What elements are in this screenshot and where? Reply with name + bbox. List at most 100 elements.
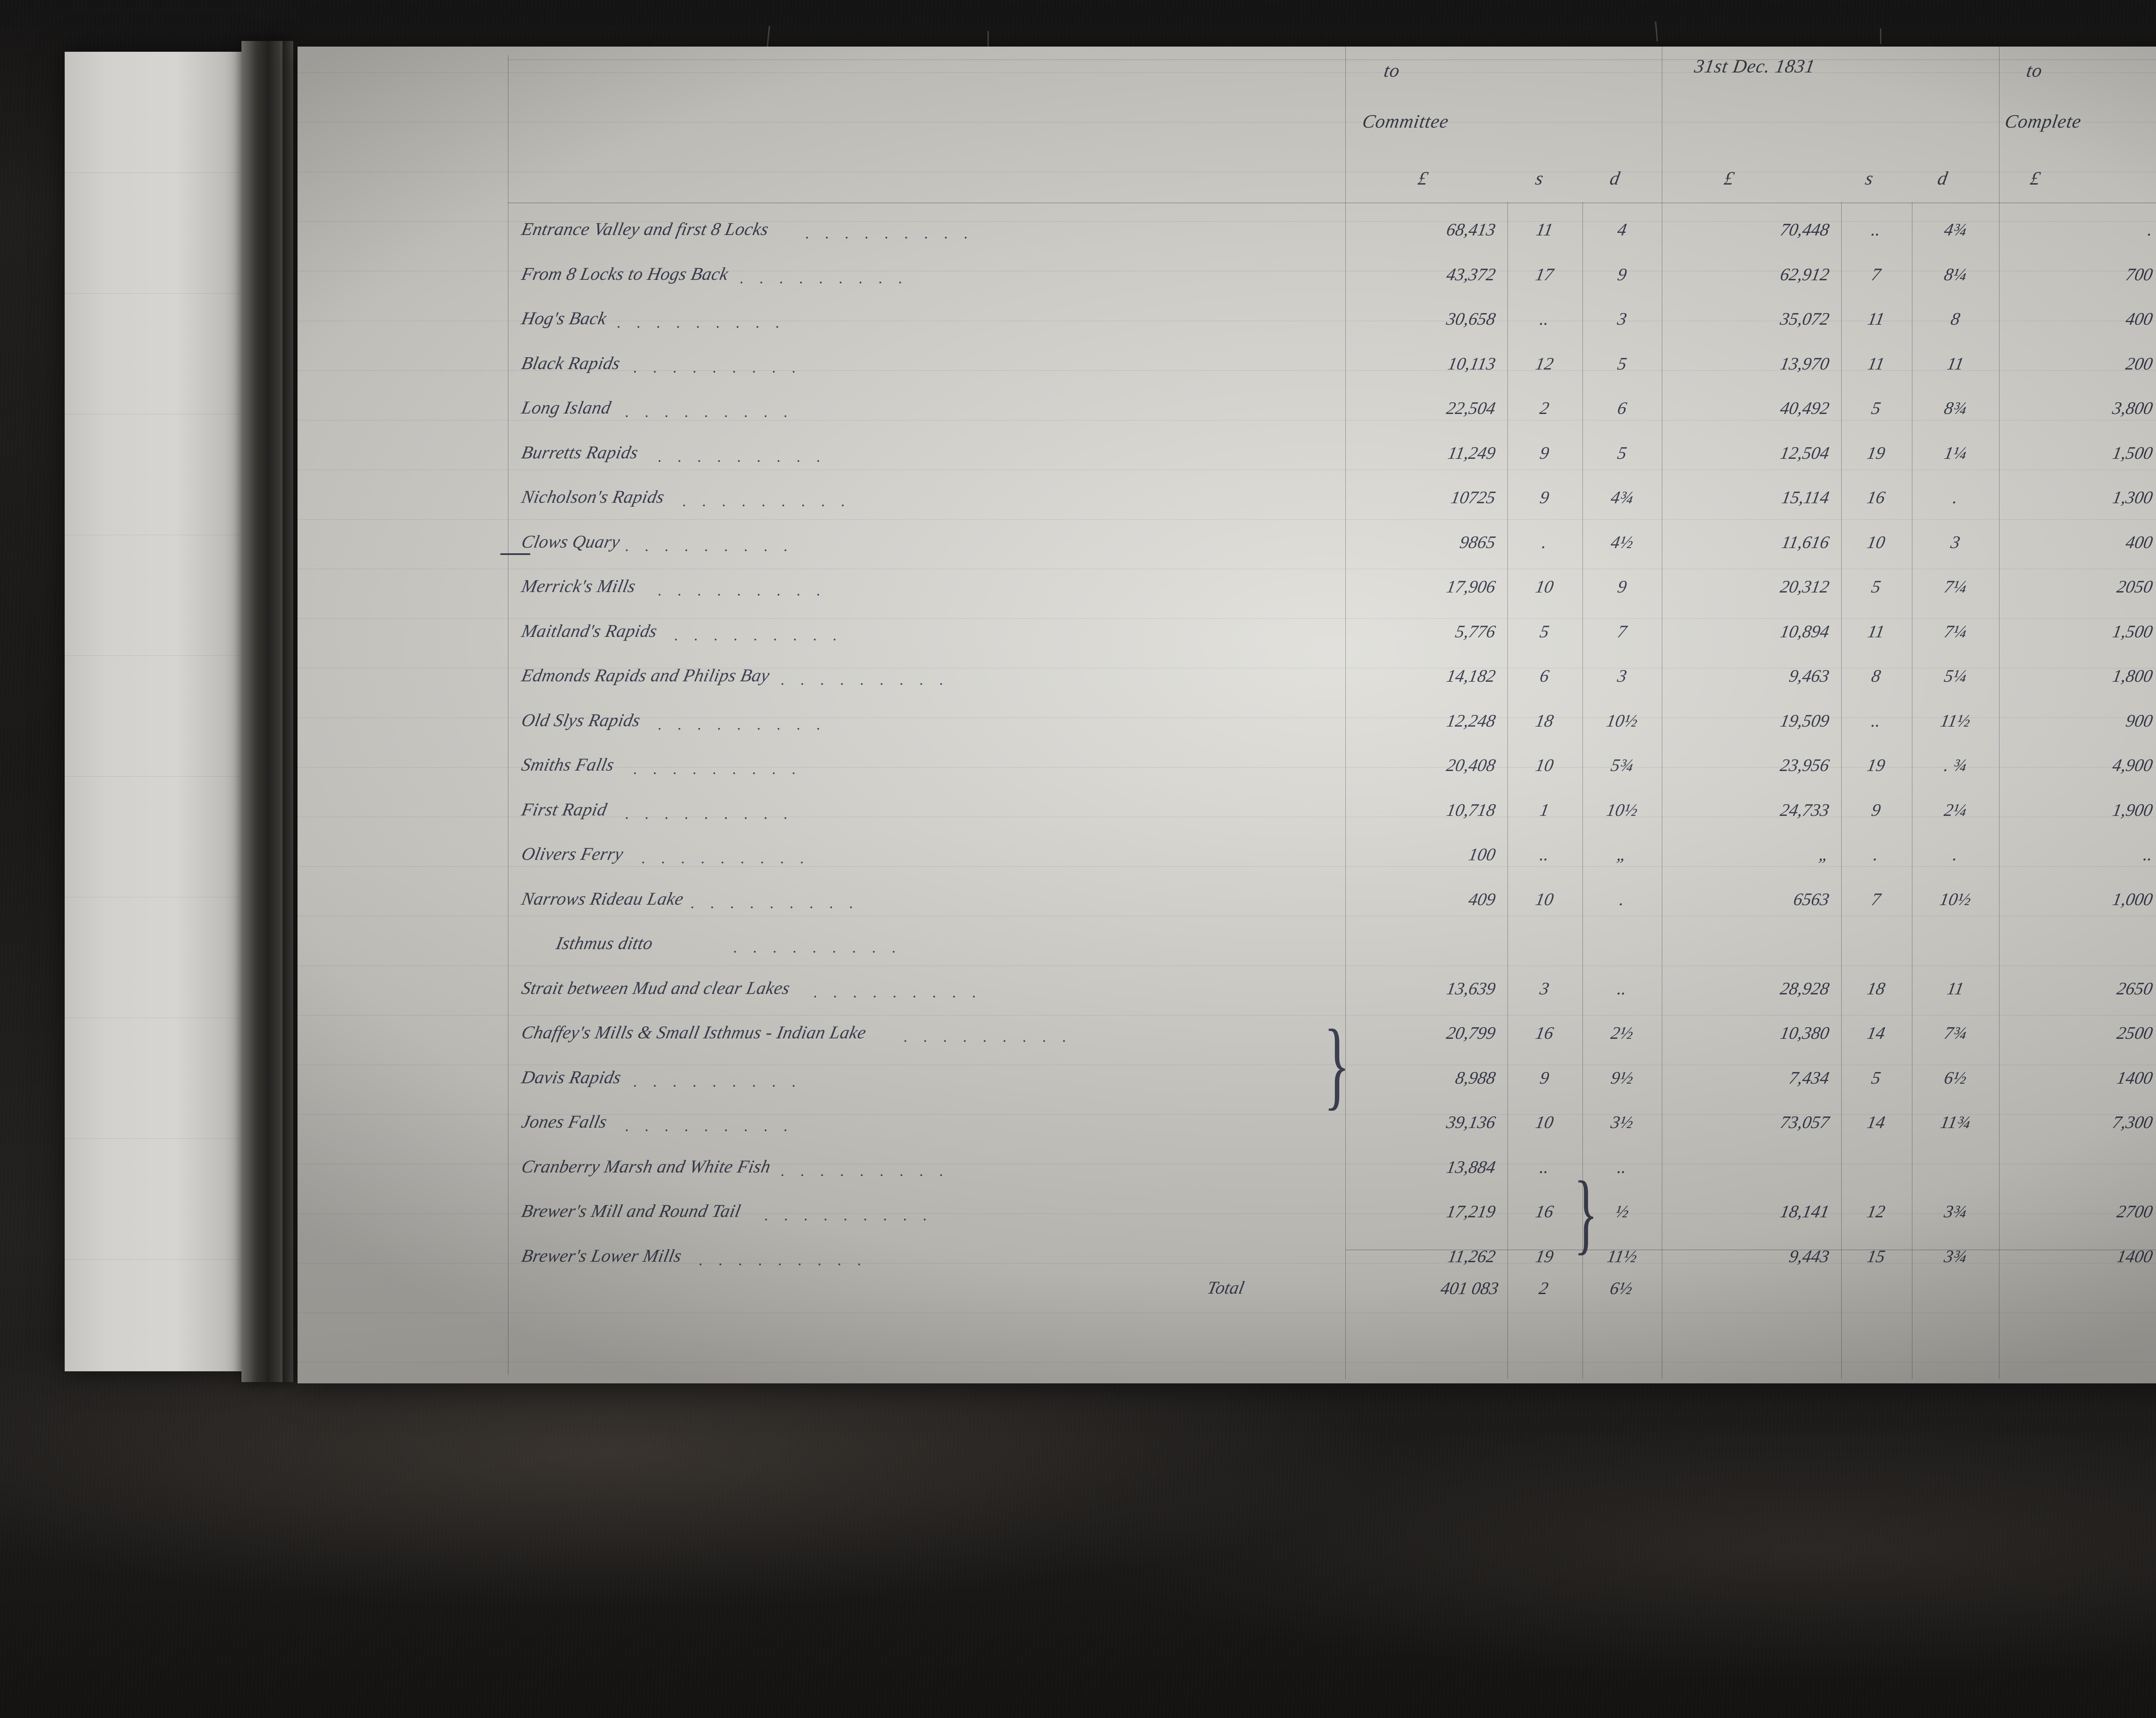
cell-at_date-pounds: 70,448 <box>1779 219 1831 239</box>
dot-leader: . . . . . . . . . <box>764 1207 933 1224</box>
cell-at_date-shillings: 5 <box>1870 1067 1883 1088</box>
cell-complete-pounds: 400 <box>2124 309 2155 329</box>
table-row-label: Strait between Mud and clear Lakes <box>520 978 792 998</box>
cell-committee-pence: 2½ <box>1609 1023 1635 1043</box>
cell-committee-shillings: 6 <box>1538 666 1551 686</box>
cell-at_date-pounds: 10,380 <box>1779 1023 1831 1043</box>
cell-at_date-pounds: 10,894 <box>1779 621 1831 641</box>
dot-leader: . . . . . . . . . <box>690 894 859 912</box>
cell-at_date-pence: 11 <box>1945 978 1966 998</box>
table-row-label: Jones Falls <box>520 1112 609 1132</box>
cell-complete-pounds: 2050 <box>2115 577 2155 596</box>
cell-at_date-pence: 3¾ <box>1943 1201 1968 1221</box>
table-row-label: Isthmus ditto <box>554 934 655 953</box>
unit-header-shillings: s <box>1534 168 1545 189</box>
cell-at_date-shillings: 8 <box>1870 666 1883 686</box>
cell-complete-pounds: 1,900 <box>2111 799 2155 820</box>
cell-committee-pounds: 39,136 <box>1445 1112 1498 1132</box>
cell-committee-shillings: 16 <box>1534 1201 1555 1221</box>
column-group-complete-line2: Complete <box>2003 111 2083 132</box>
cell-committee-pence: 9½ <box>1609 1067 1635 1088</box>
dot-leader: . . . . . . . . . <box>625 403 793 420</box>
cell-at_date-pence: 10½ <box>1938 889 1973 909</box>
cell-committee-pence: „ <box>1615 844 1629 864</box>
cell-committee-shillings: 3 <box>1538 978 1551 998</box>
dot-leader: . . . . . . . . . <box>780 1162 949 1179</box>
cell-committee-pounds: 14,182 <box>1445 666 1498 686</box>
dot-leader: . . . . . . . . . <box>733 939 902 956</box>
cell-complete-pounds: 1,800 <box>2111 666 2155 686</box>
cell-at_date-shillings: 14 <box>1865 1023 1887 1043</box>
cell-at_date-pence: . <box>1951 844 1960 864</box>
cell-at_date-pence: 2¼ <box>1943 799 1968 820</box>
cell-at_date-pounds: 12,504 <box>1779 442 1831 463</box>
cell-at_date-shillings: 15 <box>1865 1246 1887 1266</box>
dot-leader: . . . . . . . . . <box>658 715 826 733</box>
film-scratch <box>987 31 989 48</box>
column-rule-committee <box>1345 47 1346 1379</box>
cell-at_date-pounds: 20,312 <box>1779 577 1831 596</box>
cell-committee-pence: 9 <box>1616 264 1629 284</box>
cell-at_date-pounds: 11,616 <box>1780 532 1831 552</box>
dot-leader: . . . . . . . . . <box>805 225 974 242</box>
cell-complete-pounds: 2650 <box>2115 978 2155 998</box>
cell-committee-pounds: 8,988 <box>1454 1067 1498 1088</box>
cell-at_date-pounds: 24,733 <box>1779 799 1831 820</box>
cell-at_date-pounds: 13,970 <box>1779 353 1831 373</box>
cell-at_date-shillings: 5 <box>1870 577 1883 596</box>
unit-header-pounds: £ <box>1416 168 1430 189</box>
cell-at_date-shillings: 7 <box>1870 264 1883 284</box>
cell-at_date-shillings: 19 <box>1865 755 1887 775</box>
cell-committee-pence: 10½ <box>1605 799 1639 820</box>
cell-at_date-pounds: 62,912 <box>1779 264 1831 284</box>
cell-committee-shillings: 10 <box>1534 755 1555 775</box>
cell-complete-pounds: 2500 <box>2115 1023 2155 1043</box>
table-row-label: Smiths Falls <box>520 755 616 775</box>
cell-committee-shillings: .. <box>1538 1157 1551 1177</box>
cell-at_date-pounds: 40,492 <box>1779 398 1831 418</box>
dot-leader: . . . . . . . . . <box>633 760 802 777</box>
dot-leader: . . . . . . . . . <box>641 850 810 867</box>
cell-complete-pounds: 1,300 <box>2111 487 2155 507</box>
total-committee-pounds: 401 083 <box>1439 1278 1501 1298</box>
cell-committee-shillings: .. <box>1538 844 1551 864</box>
cell-committee-pounds: 11,262 <box>1446 1246 1498 1266</box>
cell-committee-pounds: 10,113 <box>1446 353 1498 373</box>
entry-brace-isthmus: } <box>1324 1009 1350 1119</box>
total-committee-shillings: 2 <box>1537 1278 1550 1298</box>
cell-committee-shillings: 19 <box>1534 1246 1555 1266</box>
cell-committee-pence: 4 <box>1616 219 1629 239</box>
cell-complete-pounds: 700 <box>2124 264 2155 284</box>
cell-complete-pounds: 900 <box>2124 710 2155 730</box>
table-row-label: Chaffey's Mills & Small Isthmus - Indian… <box>520 1023 868 1043</box>
cell-committee-shillings: 1 <box>1538 799 1551 820</box>
cell-at_date-pounds: 6563 <box>1792 889 1831 909</box>
cell-committee-shillings: 10 <box>1534 1112 1555 1132</box>
cell-committee-pence: 5¾ <box>1609 755 1635 775</box>
cell-committee-pounds: 100 <box>1467 844 1498 864</box>
dot-leader: . . . . . . . . . <box>674 626 843 644</box>
dot-leader: . . . . . . . . . <box>699 1251 867 1269</box>
facing-page <box>65 52 250 1371</box>
cell-complete-pounds: 1400 <box>2115 1246 2155 1266</box>
cell-committee-pounds: 20,408 <box>1445 755 1498 775</box>
table-row-label: Olivers Ferry <box>520 844 625 864</box>
cell-complete-pounds: 1,000 <box>2111 889 2155 909</box>
cell-committee-pence: 3 <box>1616 666 1629 686</box>
dot-leader: . . . . . . . . . <box>682 492 851 510</box>
cell-complete-pounds: 7,300 <box>2111 1112 2155 1132</box>
cell-at_date-pence: 7¾ <box>1943 1023 1968 1043</box>
cell-at_date-pounds: 23,956 <box>1779 755 1831 775</box>
table-row-label: Cranberry Marsh and White Fish <box>520 1157 773 1177</box>
dot-leader: . . . . . . . . . <box>740 269 908 287</box>
cell-committee-pounds: 5,776 <box>1454 621 1498 641</box>
cell-committee-pounds: 409 <box>1467 889 1498 909</box>
cell-committee-pence: 4½ <box>1609 532 1635 552</box>
table-row-label: Merrick's Mills <box>520 577 637 596</box>
cell-committee-pence: 7 <box>1616 621 1629 641</box>
cell-complete-pounds: .. <box>2142 844 2155 864</box>
dot-leader: . . . . . . . . . <box>813 983 982 1001</box>
cell-at_date-shillings: 18 <box>1865 978 1887 998</box>
dot-leader: . . . . . . . . . <box>658 582 826 599</box>
column-rule-a-s <box>1841 202 1842 1379</box>
